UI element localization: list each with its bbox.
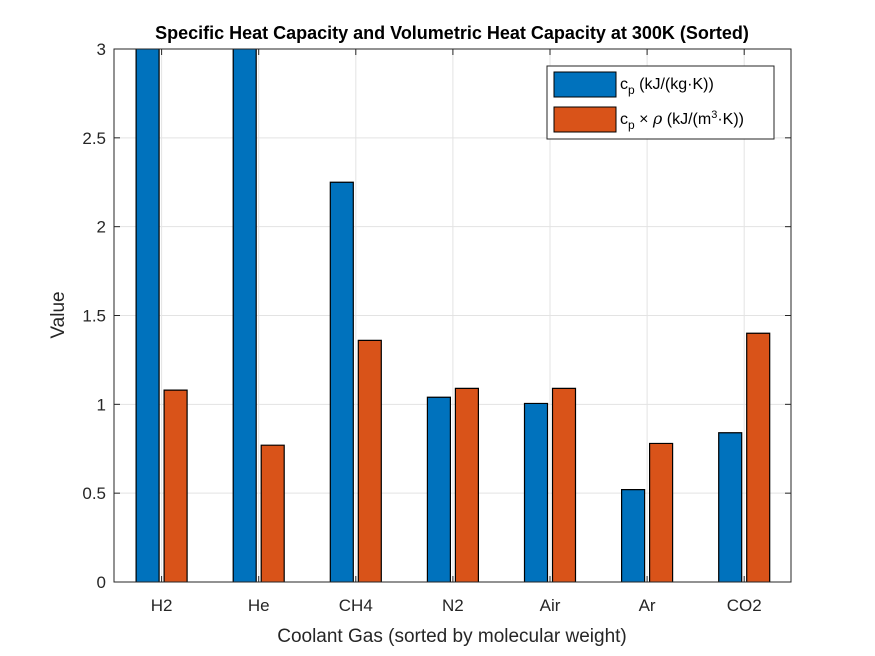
y-tick-label: 2.5 [82, 129, 106, 148]
bar-group [329, 181, 354, 582]
legend: cp (kJ/(kg·K))cp × ρ (kJ/(m3·K)) [546, 65, 775, 140]
legend-cp-rho-rho: ρ [652, 109, 663, 128]
bar-outline [426, 396, 451, 582]
legend-cp-rho-rest1: (kJ/(m [662, 111, 711, 128]
bar-cp-h2 [136, 49, 160, 582]
bar-cp-rho-co2 [746, 333, 770, 582]
bar-outline [329, 181, 354, 582]
bar-outline [746, 332, 771, 582]
x-tick-label: H2 [151, 596, 173, 615]
bar-cp-rho-ch4 [358, 340, 382, 582]
bar-cp-rho-air [552, 388, 576, 582]
bar-group [718, 432, 743, 582]
bar-group [426, 396, 451, 582]
bar-cp-ch4 [330, 182, 354, 582]
bar-group [746, 332, 771, 582]
bar-outline [649, 442, 674, 582]
y-tick-label: 2 [97, 218, 106, 237]
legend-swatch-cp [553, 71, 617, 98]
bar-outline [718, 432, 743, 582]
bar-cp-rho-n2 [455, 388, 479, 582]
bar-cp-ar [621, 489, 645, 582]
y-tick-label: 3 [97, 40, 106, 59]
bar-group [163, 389, 188, 582]
bar-cp-air [524, 403, 548, 582]
bar-outline [621, 489, 646, 582]
bar-cp-rho-ar [649, 443, 673, 582]
y-tick-label: 1.5 [82, 307, 106, 326]
y-tick-label: 1 [97, 395, 106, 414]
bar-outline [523, 402, 549, 582]
y-tick-label: 0 [97, 573, 106, 592]
bar-group [649, 442, 674, 582]
x-tick-label: Air [540, 596, 561, 615]
legend-cp-rest: (kJ/(kg·K)) [635, 76, 714, 93]
bar-group [232, 49, 257, 582]
bar-outline [163, 389, 188, 582]
x-tick-label: He [248, 596, 270, 615]
x-tick-label: CH4 [339, 596, 373, 615]
x-tick-labels: H2 He CH4 N2 Air Ar CO2 [151, 596, 762, 615]
legend-cp-rho-base: c [620, 111, 628, 128]
legend-cp-rho-sub: p [628, 118, 635, 132]
chart-title: Specific Heat Capacity and Volumetric He… [155, 23, 749, 43]
bar-cp-he [233, 49, 257, 582]
axes [113, 48, 792, 583]
bars [135, 49, 771, 582]
bar-group [260, 444, 285, 582]
y-tick-label: 0.5 [82, 484, 106, 503]
legend-cp-rho-sup: 3 [711, 109, 717, 121]
bar-outline [260, 444, 285, 582]
bar-outline [551, 387, 577, 582]
bar-group [551, 387, 577, 582]
y-tick-labels: 0 0.5 1 1.5 2 2.5 3 [82, 40, 106, 592]
bar-group [523, 402, 549, 582]
x-tick-label: Ar [639, 596, 656, 615]
bar-cp-co2 [718, 432, 742, 582]
legend-label-cp: cp (kJ/(kg·K)) [620, 76, 714, 97]
legend-cp-rho-rest2: ·K)) [717, 111, 744, 128]
x-tick-label: CO2 [727, 596, 762, 615]
bar-cp-rho-h2 [164, 390, 188, 582]
bar-group [621, 489, 646, 582]
bar-cp-n2 [427, 397, 451, 582]
bar-outline [232, 49, 257, 582]
bar-outline [135, 49, 160, 582]
legend-cp-rho-mid: × [635, 111, 653, 128]
y-axis-label: Value [48, 291, 69, 338]
bar-group [357, 339, 382, 582]
x-axis-label: Coolant Gas (sorted by molecular weight) [277, 626, 627, 647]
bar-cp-rho-he [261, 445, 285, 582]
legend-label-cp-rho: cp × ρ (kJ/(m3·K)) [620, 109, 744, 132]
bar-outline [357, 339, 382, 582]
legend-swatch-cp-rho [553, 106, 617, 133]
bar-group [454, 387, 479, 582]
x-tick-label: N2 [442, 596, 464, 615]
legend-cp-base: c [620, 76, 628, 93]
bar-outline [454, 387, 479, 582]
bar-group [135, 49, 160, 582]
legend-cp-sub: p [628, 83, 635, 97]
